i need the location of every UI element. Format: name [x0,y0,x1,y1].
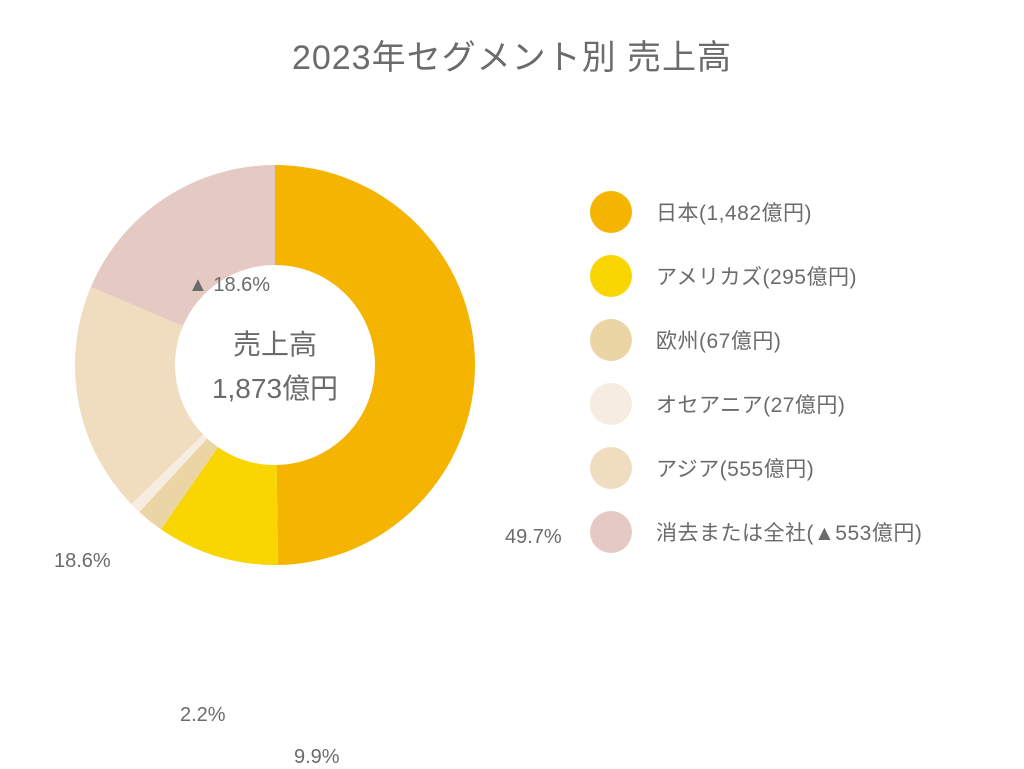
legend-item-asia: アジア(555億円) [590,436,990,500]
legend-dot-europe [590,319,632,361]
chart-root: 2023年セグメント別 売上高 売上高 1,873億円 49.7% 9.9% 2… [0,0,1024,768]
pct-label-elim: ▲ 18.6% [188,274,270,297]
legend-dot-americas [590,255,632,297]
legend-item-oceania: オセアニア(27億円) [590,372,990,436]
legend-dot-japan [590,191,632,233]
legend-dot-elim [590,511,632,553]
donut-slice-japan [275,165,475,565]
legend-label-europe: 欧州(67億円) [656,325,781,355]
legend-label-japan: 日本(1,482億円) [656,197,812,227]
pct-label-japan: 49.7% [505,526,562,549]
legend-dot-asia [590,447,632,489]
legend-item-europe: 欧州(67億円) [590,308,990,372]
legend-item-americas: アメリカズ(295億円) [590,244,990,308]
pct-label-asia: 18.6% [54,550,111,573]
legend-label-americas: アメリカズ(295億円) [656,261,857,291]
donut-svg [60,150,490,580]
donut-chart: 売上高 1,873億円 49.7% 9.9% 2.2% 18.6% ▲ 18.6… [60,150,490,580]
legend-dot-oceania [590,383,632,425]
legend-item-elim: 消去または全社(▲553億円) [590,500,990,564]
chart-title: 2023年セグメント別 売上高 [0,30,1024,79]
pct-label-americas: 9.9% [294,746,340,769]
legend: 日本(1,482億円) アメリカズ(295億円) 欧州(67億円) オセアニア(… [590,180,990,564]
legend-item-japan: 日本(1,482億円) [590,180,990,244]
legend-label-elim: 消去または全社(▲553億円) [656,517,922,547]
pct-label-europe: 2.2% [180,704,226,727]
legend-label-asia: アジア(555億円) [656,453,814,483]
legend-label-oceania: オセアニア(27億円) [656,389,845,419]
